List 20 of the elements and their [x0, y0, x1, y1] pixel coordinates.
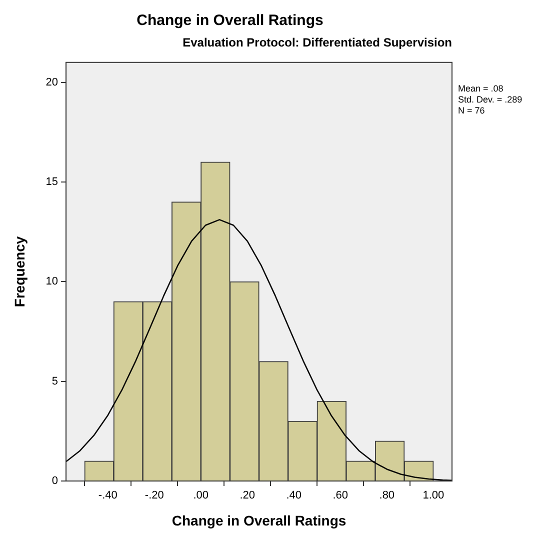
- x-tick-label: -.20: [144, 490, 164, 502]
- text: Std. Dev. = .289: [458, 94, 522, 104]
- x-tick-label: .80: [379, 490, 395, 502]
- x-tick-label: .00: [193, 490, 209, 502]
- chart-title: Change in Overall Ratings: [136, 12, 324, 30]
- chart-subtitle: Evaluation Protocol: Differentiated Supervision: [182, 36, 452, 50]
- text: Mean = .08: [458, 83, 504, 94]
- y-tick-label: 0: [52, 475, 58, 488]
- x-axis-title: Change in Overall Ratings: [172, 512, 346, 528]
- y-tick-label: 15: [46, 176, 58, 188]
- x-tick-label: -.40: [98, 490, 118, 502]
- x-tick-label: .20: [240, 490, 256, 502]
- y-tick-label: 20: [46, 76, 58, 88]
- y-axis-title: Frequency: [11, 236, 28, 308]
- x-tick-label: 1.00: [422, 490, 444, 502]
- x-tick-label: .40: [286, 490, 302, 502]
- y-tick-label: 10: [46, 276, 58, 288]
- y-tick-label: 5: [52, 375, 58, 388]
- x-tick-label: .60: [332, 490, 348, 502]
- text: N = 76: [458, 105, 485, 116]
